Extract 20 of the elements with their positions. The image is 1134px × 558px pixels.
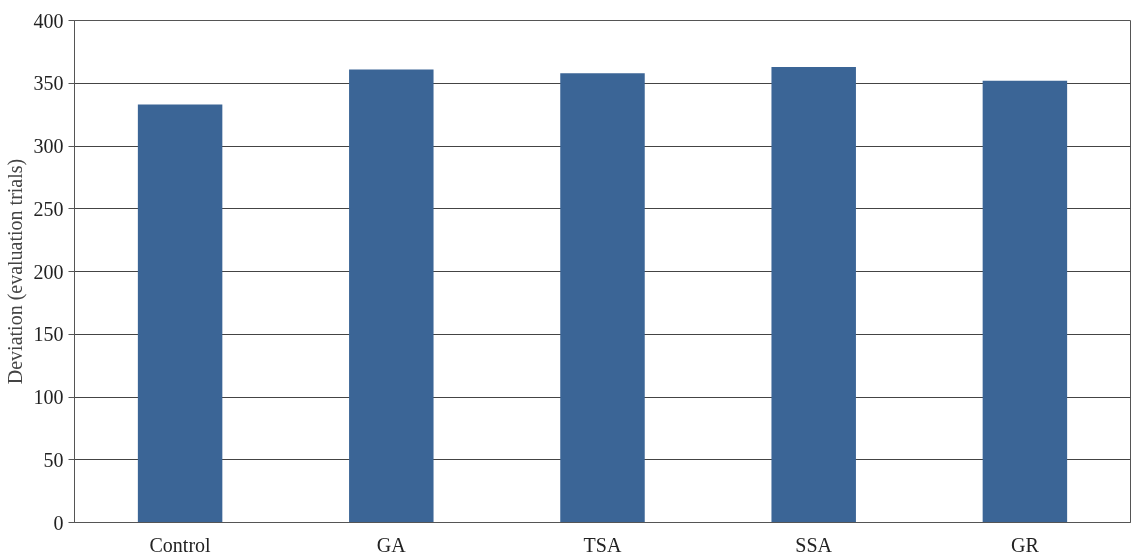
y-tick-label: 350: [33, 72, 64, 95]
bar: [982, 80, 1068, 523]
y-tick-label: 100: [33, 386, 64, 408]
y-axis-title: Deviation (evaluation trials): [3, 158, 27, 385]
y-tick-label: 0: [53, 511, 64, 534]
x-tick-label: GA: [376, 533, 407, 556]
y-tick-label: 200: [33, 260, 64, 283]
bar: [349, 69, 434, 523]
y-tick-label: 250: [33, 197, 64, 220]
y-tick-label: 300: [33, 135, 64, 157]
bar: [137, 104, 223, 523]
y-tick-label: 150: [33, 323, 64, 346]
x-tick-label: Control: [149, 533, 212, 556]
bar: [560, 73, 645, 523]
bar: [771, 66, 856, 523]
x-tick-label: TSA: [583, 533, 622, 556]
y-tick-label: 50: [43, 448, 64, 471]
y-tick-label: 400: [33, 9, 64, 32]
x-tick-label: GR: [1011, 533, 1040, 556]
x-tick-label: SSA: [795, 533, 833, 556]
